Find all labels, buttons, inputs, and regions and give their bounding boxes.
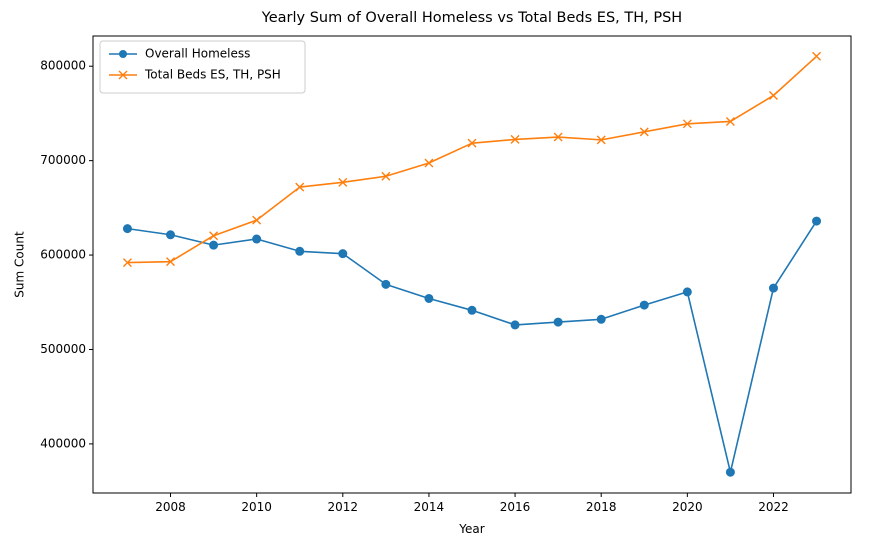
data-point	[639, 300, 649, 310]
data-point	[467, 305, 477, 315]
data-point	[510, 320, 520, 330]
data-point	[553, 132, 563, 142]
data-point	[467, 138, 477, 148]
x-axis-label: Year	[458, 522, 484, 536]
x-axis-ticks: 2008 2010 2012 2014 2016 2018 2020 2022	[155, 493, 789, 514]
plot-frame	[92, 35, 852, 494]
x-tick-label: 2020	[672, 500, 703, 514]
data-point	[338, 177, 348, 187]
data-point	[122, 258, 132, 268]
data-point	[424, 158, 434, 168]
legend-label: Total Beds ES, TH, PSH	[144, 68, 281, 82]
y-tick-label: 500000	[40, 342, 86, 356]
y-tick-label: 800000	[40, 59, 86, 73]
series-layer	[122, 51, 822, 477]
data-point	[768, 283, 778, 293]
x-tick-label: 2018	[586, 500, 617, 514]
data-point	[252, 234, 262, 244]
data-point	[209, 231, 219, 241]
data-point	[725, 116, 735, 126]
data-point	[553, 317, 563, 327]
data-point	[295, 182, 305, 192]
legend-marker	[119, 50, 127, 58]
x-tick-label: 2016	[500, 500, 531, 514]
legend-box	[99, 40, 306, 94]
y-tick-label: 600000	[40, 248, 86, 262]
y-axis-label: Sum Count	[13, 231, 27, 298]
data-point	[209, 240, 219, 250]
data-point	[510, 134, 520, 144]
data-point	[122, 224, 132, 234]
y-tick-label: 700000	[40, 153, 86, 167]
data-point	[252, 215, 262, 225]
data-point	[381, 171, 391, 181]
data-point	[166, 230, 176, 240]
x-tick-label: 2014	[414, 500, 445, 514]
data-point	[768, 90, 778, 100]
y-axis-ticks: 400000 500000 600000 700000 800000	[40, 59, 93, 450]
chart-title: Yearly Sum of Overall Homeless vs Total …	[261, 10, 682, 26]
data-point	[812, 216, 822, 226]
data-point	[338, 249, 348, 259]
data-point	[424, 293, 434, 303]
data-point	[812, 51, 822, 61]
x-tick-label: 2022	[758, 500, 789, 514]
legend: Overall Homeless Total Beds ES, TH, PSH	[99, 40, 306, 94]
legend-label: Overall Homeless	[145, 47, 250, 61]
data-point	[725, 467, 735, 477]
data-point	[682, 287, 692, 297]
x-tick-label: 2010	[241, 500, 272, 514]
data-point	[596, 135, 606, 145]
x-tick-label: 2012	[328, 500, 359, 514]
data-point	[381, 279, 391, 289]
y-tick-label: 400000	[40, 436, 86, 450]
data-point	[295, 246, 305, 256]
data-point	[166, 257, 176, 267]
data-point	[682, 119, 692, 129]
x-tick-label: 2008	[155, 500, 186, 514]
plot-area	[92, 35, 852, 494]
data-point	[639, 127, 649, 137]
data-point	[596, 314, 606, 324]
legend-marker	[118, 70, 128, 80]
